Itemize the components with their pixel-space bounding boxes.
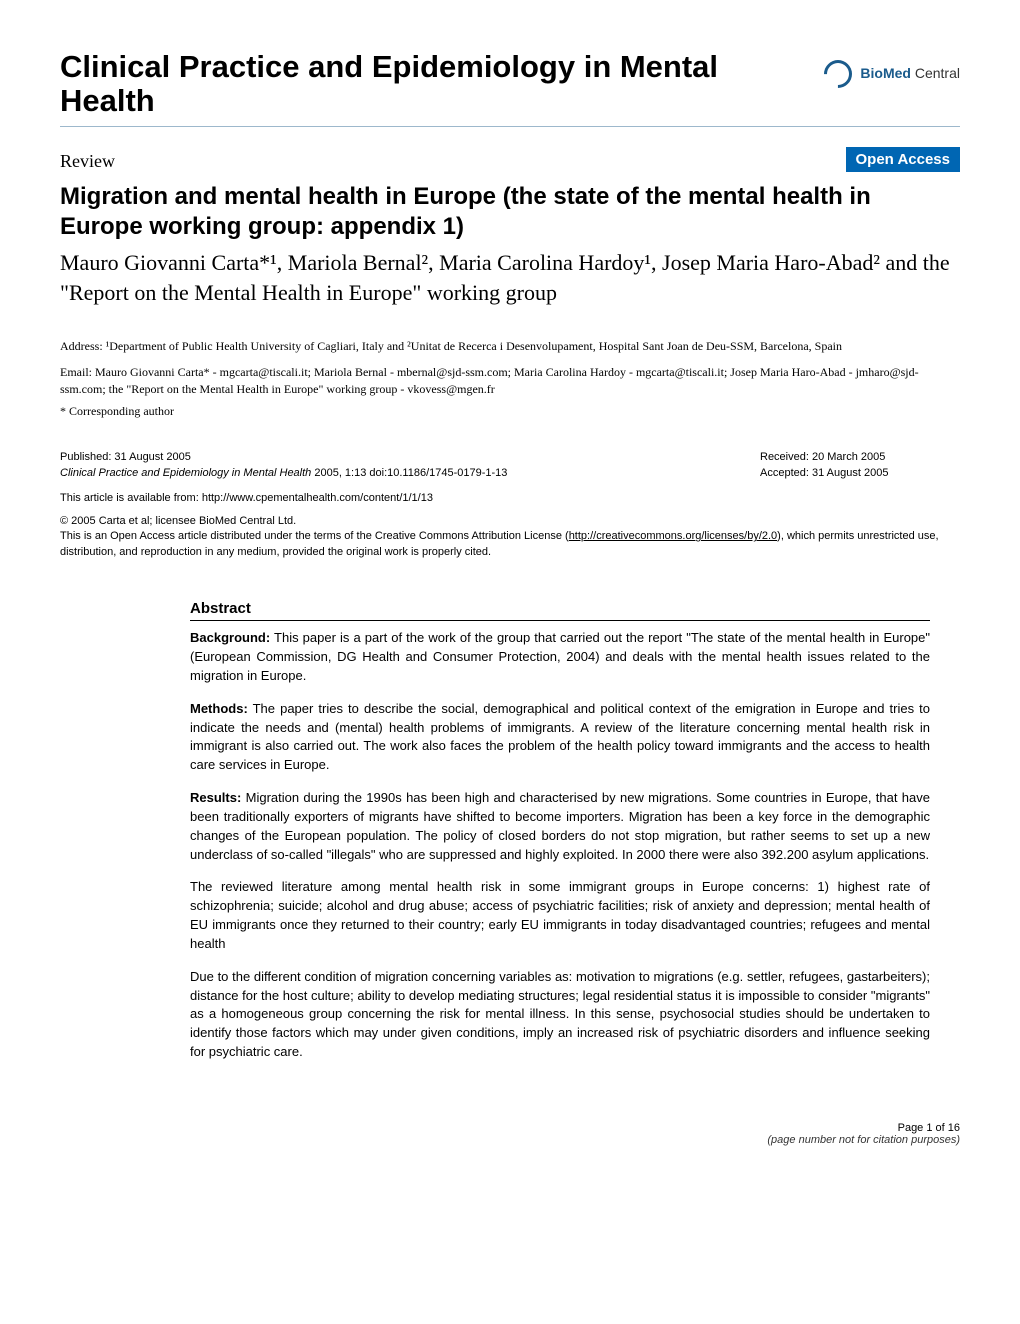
article-type-row: Review Open Access [60, 151, 960, 172]
corresponding-author-note: * Corresponding author [60, 404, 960, 419]
accepted-date: Accepted: 31 August 2005 [760, 465, 960, 482]
abstract-results: Results: Migration during the 1990s has … [190, 789, 930, 864]
citation-disclaimer: (page number not for citation purposes) [60, 1134, 960, 1146]
abstract-section: Abstract Background: This paper is a par… [190, 600, 930, 1062]
abstract-para-5: Due to the different condition of migrat… [190, 968, 930, 1062]
abstract-heading: Abstract [190, 600, 930, 621]
article-title: Migration and mental health in Europe (t… [60, 182, 960, 242]
author-emails: Email: Mauro Giovanni Carta* - mgcarta@t… [60, 364, 960, 398]
abstract-background: Background: This paper is a part of the … [190, 629, 930, 686]
license-link[interactable]: http://creativecommons.org/licenses/by/2… [569, 530, 777, 542]
logo-icon [818, 54, 858, 94]
published-date: Published: 31 August 2005 [60, 449, 760, 466]
article-type-label: Review [60, 151, 115, 171]
header-divider [60, 126, 960, 127]
author-list: Mauro Giovanni Carta*¹, Mariola Bernal²,… [60, 248, 960, 307]
publisher-logo: BioMed Central [824, 60, 960, 88]
received-date: Received: 20 March 2005 [760, 449, 960, 466]
citation-journal: Clinical Practice and Epidemiology in Me… [60, 467, 311, 479]
publication-right: Received: 20 March 2005 Accepted: 31 Aug… [760, 449, 960, 482]
publication-left: Published: 31 August 2005 Clinical Pract… [60, 449, 760, 482]
logo-text: BioMed Central [860, 65, 960, 81]
copyright-line: © 2005 Carta et al; licensee BioMed Cent… [60, 514, 960, 529]
abstract-para-4: The reviewed literature among mental hea… [190, 878, 930, 953]
page-header: Clinical Practice and Epidemiology in Me… [60, 50, 960, 118]
affiliations: Address: ¹Department of Public Health Un… [60, 338, 960, 355]
abstract-methods: Methods: The paper tries to describe the… [190, 700, 930, 775]
page-footer: Page 1 of 16 (page number not for citati… [60, 1122, 960, 1146]
publication-info: Published: 31 August 2005 Clinical Pract… [60, 449, 960, 482]
citation-line: Clinical Practice and Epidemiology in Me… [60, 465, 760, 482]
license-line: This is an Open Access article distribut… [60, 529, 960, 560]
open-access-badge: Open Access [846, 147, 961, 172]
journal-title: Clinical Practice and Epidemiology in Me… [60, 50, 760, 118]
article-url: This article is available from: http://w… [60, 492, 960, 504]
citation-details: 2005, 1:13 doi:10.1186/1745-0179-1-13 [311, 467, 507, 479]
copyright-block: © 2005 Carta et al; licensee BioMed Cent… [60, 514, 960, 560]
page-number: Page 1 of 16 [60, 1122, 960, 1134]
